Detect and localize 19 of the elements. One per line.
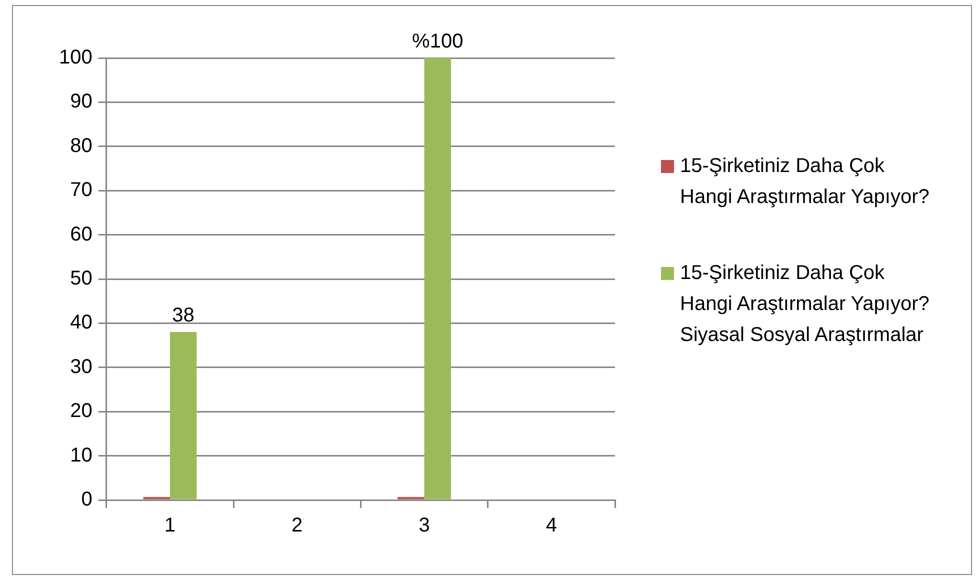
y-tick-label: 60 xyxy=(70,223,92,246)
x-tick-label: 4 xyxy=(546,514,557,537)
x-tick-label: 3 xyxy=(418,514,430,537)
legend-label: 15-Şirketiniz Daha Çok Hangi Araştırmalar Yapıyor? Siyasal Sosyal Araştırmalar xyxy=(680,261,930,348)
x-tick-label: 1 xyxy=(164,514,176,537)
legend-label: 15-Şirketiniz Daha Çok Hangi Araştırmalar Yapıyor? xyxy=(680,154,930,210)
y-tick-label: 70 xyxy=(70,179,92,202)
x-tick-label: 2 xyxy=(292,514,303,537)
y-tick-label: 10 xyxy=(70,444,92,466)
y-tick-label: 0 xyxy=(81,488,92,511)
y-tick-label: 40 xyxy=(70,312,92,334)
y-tick-label: 30 xyxy=(70,356,92,378)
y-tick-label: 90 xyxy=(70,90,92,113)
y-tick-label: 100 xyxy=(58,46,92,69)
y-tick-label: 50 xyxy=(70,268,92,290)
data-label: 38 xyxy=(172,304,194,327)
data-label: %100 xyxy=(412,30,464,53)
y-tick-label: 20 xyxy=(70,400,92,422)
y-tick-label: 80 xyxy=(70,134,92,157)
